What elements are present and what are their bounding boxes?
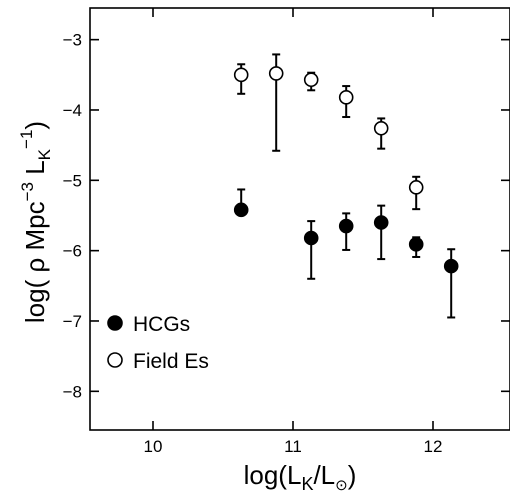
data-point-hcgs <box>338 218 354 234</box>
y-tick-label: −4 <box>63 101 82 120</box>
data-point-field-es <box>338 90 354 105</box>
x-tick-label: 11 <box>284 437 302 456</box>
error-bars <box>237 53 456 319</box>
data-markers <box>233 66 459 274</box>
y-tick-label: −3 <box>63 31 82 50</box>
data-point-field-es <box>373 120 389 136</box>
data-point-hcgs <box>373 215 389 230</box>
data-point-hcgs <box>233 202 249 218</box>
y-axis-label: log( ρ Mpc−3 LK−1) <box>17 121 54 323</box>
y-tick-label: −7 <box>63 312 82 331</box>
y-tick-label: −5 <box>63 171 82 190</box>
y-tick-label: −6 <box>63 242 82 261</box>
x-tick-label: 10 <box>144 437 163 456</box>
x-axis-label: log(LK/L⊙) <box>244 460 357 494</box>
plot-frame <box>89 7 510 431</box>
axis-ticks: 10 11 12 −3 −4 −5 −6 −7 −8 <box>63 8 510 456</box>
data-point-field-es <box>303 72 319 88</box>
data-point-field-es <box>408 180 424 195</box>
data-point-field-es <box>233 67 249 83</box>
legend-marker-field-es <box>107 352 123 368</box>
legend-label-field-es: Field Es <box>133 350 209 373</box>
y-tick-label: −8 <box>63 382 82 401</box>
legend-marker-hcgs <box>107 315 123 331</box>
data-point-field-es <box>268 66 284 81</box>
data-point-hcgs <box>408 237 424 252</box>
data-point-hcgs <box>303 230 319 246</box>
legend: HCGs Field Es <box>107 313 209 373</box>
legend-label-hcgs: HCGs <box>133 313 190 336</box>
x-tick-label: 12 <box>424 437 443 456</box>
data-point-hcgs <box>443 258 459 274</box>
